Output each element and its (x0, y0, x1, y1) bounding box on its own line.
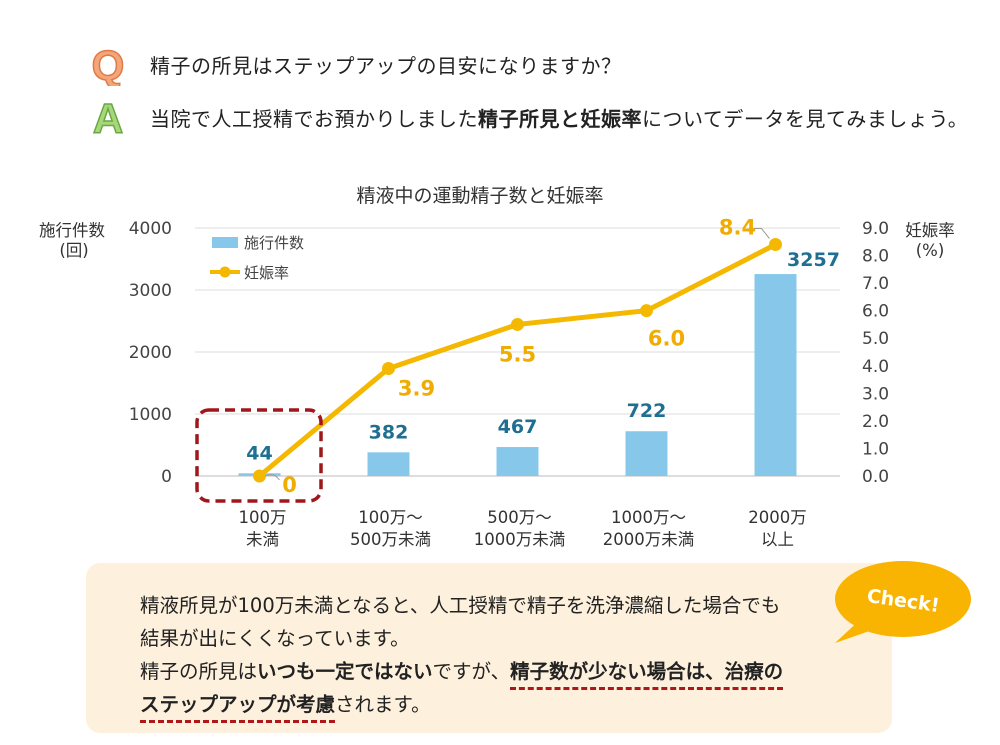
x-category-label: 2000万未満 (603, 530, 695, 549)
rate-point (253, 469, 266, 483)
x-category-label: 以上 (761, 530, 794, 549)
answer-text: 当院で人工授精でお預かりしました精子所見と妊娠率についてデータを見てみましょう。 (150, 103, 968, 132)
question-text: 精子の所見はステップアップの目安になりますか？ (150, 53, 622, 78)
chart-title: 精液中の運動精子数と妊娠率 (356, 185, 603, 207)
note-line-3: 精子の所見はいつも一定ではないですが、精子数が少ない場合は、治療の (140, 655, 784, 690)
note-line-3-mid: ですが、 (432, 660, 511, 683)
y-right-tick-label: 0.0 (862, 467, 889, 487)
x-category-label: 100万～ (358, 508, 423, 527)
rate-point (769, 238, 782, 252)
y-left-ticks: 0 1000 2000 3000 4000 (129, 219, 172, 487)
x-category-label: 1000万未満 (474, 530, 566, 549)
x-category-label: 500万～ (487, 508, 552, 527)
x-category-labels: 100万未満 100万～ 500万未満 500万～ 1000万未満 1000万～ 2000万… (239, 508, 807, 549)
x-category-label: 2000万 (748, 508, 807, 527)
answer-text-bold: 精子所見と妊娠率 (478, 106, 642, 131)
y-right-tick-label: 1.0 (862, 439, 889, 459)
y-left-label: 施行件数 (39, 221, 106, 240)
bar-series: 44 382 467 722 3257 (238, 249, 840, 476)
rate-value-label: 3.9 (398, 377, 435, 401)
q-mark-icon: Q (88, 42, 128, 86)
note-line-2: 結果が出にくくなっています。 (140, 627, 410, 650)
a-mark-icon: A (88, 95, 128, 139)
answer-text-pre: 当院で人工授精でお預かりしました (150, 106, 478, 131)
bar-value-label: 44 (246, 442, 272, 464)
legend-line-label: 妊娠率 (244, 264, 289, 282)
y-left-tick-label: 0 (161, 467, 172, 487)
bar (754, 274, 797, 476)
note-box (86, 563, 892, 733)
rate-point (511, 317, 524, 331)
y-right-tick-label: 2.0 (862, 412, 889, 432)
bar (367, 452, 410, 476)
y-left-tick-label: 4000 (129, 219, 172, 239)
x-category-label: 100万 (239, 508, 287, 527)
legend-bar-swatch (212, 237, 238, 248)
rate-point (382, 362, 395, 376)
speech-bubble (835, 561, 971, 637)
answer-text-post: についてデータを見てみましょう。 (642, 106, 969, 131)
answer-row: A 当院で人工授精でお預かりしました精子所見と妊娠率についてデータを見てみましょ… (88, 95, 968, 139)
bar (625, 431, 668, 476)
x-category-label: 500万未満 (350, 530, 431, 549)
y-right-tick-label: 8.0 (862, 247, 889, 267)
rate-point (640, 304, 653, 318)
legend-line-marker (219, 266, 231, 278)
label-leader (265, 474, 280, 481)
a-mark: A (93, 95, 123, 139)
note-line-4: ステップアップが考慮されます。 (140, 688, 431, 723)
line-series: 0 3.9 5.5 6.0 8.4 (253, 216, 782, 497)
rate-value-label: 5.5 (499, 342, 536, 366)
q-mark: Q (92, 42, 125, 86)
y-right-tick-label: 5.0 (862, 329, 889, 349)
y-right-tick-label: 4.0 (862, 357, 889, 377)
y-right-tick-label: 3.0 (862, 384, 889, 404)
bar-value-label: 3257 (787, 249, 840, 271)
y-right-unit: (%) (916, 241, 945, 260)
bar (496, 447, 539, 476)
note-line-4-post: されます。 (335, 693, 431, 716)
legend: 施行件数 妊娠率 (210, 234, 304, 282)
note-emphasis-2: 精子数が少ない場合は、治療の (510, 660, 784, 690)
y-left-tick-label: 1000 (129, 405, 172, 425)
note-line-3-pre: 精子の所見は (140, 660, 258, 683)
y-left-unit: (回) (59, 241, 88, 260)
rate-value-label: 6.0 (648, 327, 685, 351)
y-right-ticks: 0.0 1.0 2.0 3.0 4.0 5.0 6.0 7.0 8.0 9.0 (862, 219, 889, 487)
x-category-label: 未満 (246, 530, 279, 549)
rate-value-label: 0 (282, 473, 297, 497)
y-right-label: 妊娠率 (905, 221, 955, 240)
bar-value-label: 467 (498, 416, 538, 438)
label-leader (753, 228, 770, 239)
question-row: Q 精子の所見はステップアップの目安になりますか？ (88, 42, 622, 86)
check-badge: Check! (835, 561, 971, 643)
x-category-label: 1000万～ (611, 508, 686, 527)
y-left-tick-label: 2000 (129, 343, 172, 363)
y-right-tick-label: 7.0 (862, 274, 889, 294)
bar-value-label: 722 (627, 400, 667, 422)
combo-chart: 精液中の運動精子数と妊娠率 施行件数 (回) 妊娠率 (%) 0 1000 2000… (39, 185, 955, 549)
y-right-tick-label: 6.0 (862, 302, 889, 322)
legend-bar-label: 施行件数 (244, 234, 304, 252)
note-emphasis-1: いつも一定ではない (257, 660, 433, 683)
highlight-box (195, 408, 323, 503)
note-emphasis-3: ステップアップが考慮 (140, 693, 336, 723)
y-right-tick-label: 9.0 (862, 219, 889, 239)
bar-value-label: 382 (369, 421, 409, 443)
y-left-tick-label: 3000 (129, 281, 172, 301)
note-line-1: 精液所見が100万未満となると、人工授精で精子を洗浄濃縮した場合でも (140, 594, 781, 617)
rate-value-label: 8.4 (719, 216, 756, 240)
